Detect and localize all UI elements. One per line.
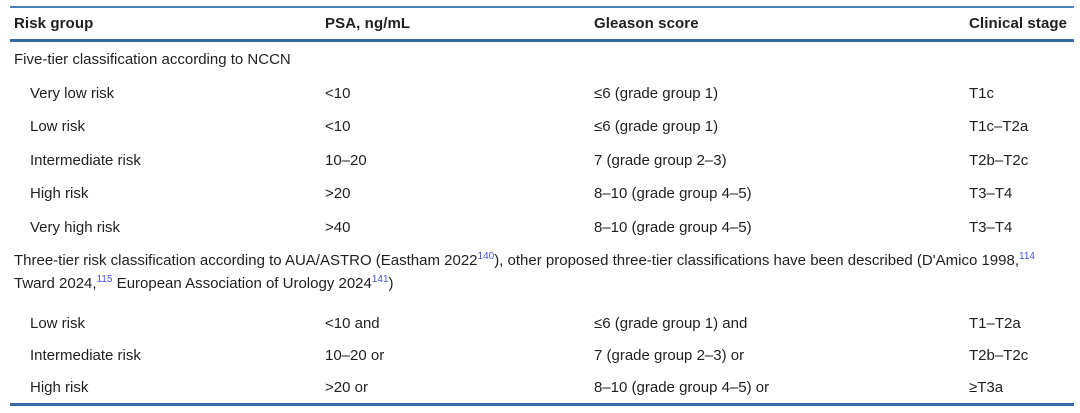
citation-link[interactable]: 141	[371, 274, 389, 285]
text-segment: European Association of Urology 2024	[112, 275, 372, 292]
cell-psa: <10	[325, 84, 351, 102]
cell-risk-group: Low risk	[30, 314, 86, 332]
citation-link[interactable]: 140	[477, 251, 495, 262]
cell-gleason: 8–10 (grade group 4–5) or	[594, 378, 770, 396]
table-row: Very high risk >40 8–10 (grade group 4–5…	[10, 211, 1074, 245]
column-header-clinical-stage: Clinical stage	[969, 15, 1068, 32]
table-row: Very low risk <10 ≤6 (grade group 1) T1c	[10, 77, 1074, 111]
table-header-rule	[10, 39, 1074, 42]
table-row: Low risk <10 and ≤6 (grade group 1) and …	[10, 307, 1074, 339]
cell-clinical-stage: T2b–T2c	[969, 151, 1029, 169]
table-header-row: Risk group PSA, ng/mL Gleason score Clin…	[10, 8, 1074, 39]
cell-gleason: 8–10 (grade group 4–5)	[594, 218, 752, 236]
column-header-psa: PSA, ng/mL	[325, 15, 411, 32]
cell-gleason: 8–10 (grade group 4–5)	[594, 185, 752, 203]
cell-psa: 10–20	[325, 151, 367, 169]
cell-risk-group: Very high risk	[30, 218, 121, 236]
cell-clinical-stage: T1c–T2a	[969, 118, 1029, 136]
table-row: High risk >20 8–10 (grade group 4–5) T3–…	[10, 177, 1074, 211]
cell-gleason: ≤6 (grade group 1)	[594, 84, 719, 102]
cell-psa: >20 or	[325, 378, 368, 396]
cell-clinical-stage: T1c	[969, 84, 995, 102]
cell-gleason: 7 (grade group 2–3)	[594, 151, 727, 169]
text-segment: )	[388, 275, 394, 292]
table-row: High risk >20 or 8–10 (grade group 4–5) …	[10, 371, 1074, 403]
cell-risk-group: High risk	[30, 378, 89, 396]
cell-clinical-stage: T3–T4	[969, 185, 1013, 203]
text-segment: Three-tier risk classification according…	[14, 252, 478, 269]
cell-gleason: ≤6 (grade group 1)	[594, 118, 719, 136]
cell-psa: <10 and	[325, 314, 380, 332]
cell-gleason: ≤6 (grade group 1) and	[594, 314, 748, 332]
cell-risk-group: Intermediate risk	[30, 151, 141, 169]
cell-clinical-stage: T2b–T2c	[969, 346, 1029, 364]
table-container: Risk group PSA, ng/mL Gleason score Clin…	[10, 6, 1074, 406]
cell-risk-group: Very low risk	[30, 84, 115, 102]
cell-risk-group: Low risk	[30, 118, 86, 136]
column-header-gleason: Gleason score	[594, 15, 699, 32]
table-row: Intermediate risk 10–20 7 (grade group 2…	[10, 144, 1074, 178]
column-header-risk-group: Risk group	[14, 15, 94, 32]
cell-clinical-stage: T3–T4	[969, 218, 1013, 236]
table-bottom-rule	[10, 403, 1074, 406]
table-top-rule	[10, 6, 1074, 8]
cell-psa: >20	[325, 185, 351, 203]
cell-risk-group: High risk	[30, 185, 89, 203]
section-title-five-tier: Five-tier classification according to NC…	[14, 50, 291, 68]
text-segment: ), other proposed three-tier classificat…	[494, 252, 1020, 269]
cell-psa: <10	[325, 118, 351, 136]
text-segment: Tward 2024,	[14, 275, 97, 292]
cell-psa: >40	[325, 218, 351, 236]
table-row: Intermediate risk 10–20 or 7 (grade grou…	[10, 339, 1074, 371]
section-spacer	[10, 299, 1074, 307]
cell-risk-group: Intermediate risk	[30, 346, 141, 364]
cell-clinical-stage: T1–T2a	[969, 314, 1021, 332]
citation-link[interactable]: 114	[1019, 251, 1035, 262]
citation-link[interactable]: 115	[96, 274, 113, 285]
cell-gleason: 7 (grade group 2–3) or	[594, 346, 745, 364]
section-title-three-tier: Three-tier risk classification according…	[10, 244, 1074, 299]
cell-psa: 10–20 or	[325, 346, 385, 364]
table-row: Low risk <10 ≤6 (grade group 1) T1c–T2a	[10, 110, 1074, 144]
cell-clinical-stage: ≥T3a	[969, 378, 1004, 396]
